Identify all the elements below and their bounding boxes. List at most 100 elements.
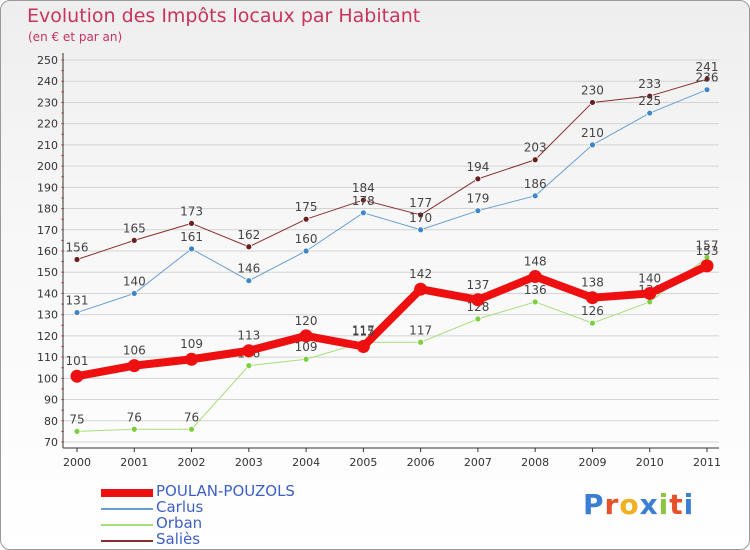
y-tick-label: 90: [44, 394, 58, 407]
series-line-carlus: [76, 89, 708, 314]
y-tick-label: 190: [37, 181, 58, 194]
data-point-carlus: [302, 247, 310, 255]
logo-letter: i: [658, 488, 670, 521]
data-label-poulan-pouzols: 115: [352, 325, 375, 339]
data-label-sali-s: 156: [66, 240, 89, 254]
data-label-sali-s: 175: [295, 200, 318, 214]
data-label-orban: 117: [352, 323, 375, 337]
data-point-carlus: [245, 277, 253, 285]
data-label-carlus: 161: [180, 230, 203, 244]
data-point-sali-s: [417, 211, 425, 219]
legend-swatch-salies: [101, 540, 153, 542]
data-label-carlus: 179: [466, 192, 489, 206]
data-label-poulan-pouzols: 113: [237, 329, 260, 343]
data-point-carlus: [73, 309, 81, 316]
y-tick-label: 140: [37, 287, 58, 300]
y-tick-label: 170: [37, 224, 58, 237]
data-label-carlus: 160: [295, 232, 318, 246]
legend-swatch-poulan-pouzols: [101, 489, 153, 497]
data-point-poulan-pouzols: [242, 344, 256, 358]
logo-letter: x: [639, 488, 659, 521]
data-point-sali-s: [73, 256, 81, 263]
data-label-carlus: 225: [638, 94, 661, 108]
legend-item-poulan-pouzols: POULAN-POUZOLS: [101, 482, 361, 500]
logo-letter: P: [583, 488, 605, 521]
x-tick-label: 2004: [292, 456, 320, 469]
data-point-carlus: [531, 192, 539, 200]
legend-item-salies: Saliès: [101, 530, 361, 548]
data-label-poulan-pouzols: 153: [696, 244, 719, 258]
series-line-poulan-pouzols: [73, 261, 711, 381]
data-label-orban: 76: [127, 410, 142, 424]
data-label-orban: 109: [295, 340, 318, 354]
data-point-orban: [188, 425, 195, 433]
y-tick-label: 240: [37, 75, 58, 88]
data-point-sali-s: [245, 243, 253, 251]
data-label-orban: 157: [696, 238, 719, 252]
data-point-poulan-pouzols: [185, 352, 199, 366]
y-tick-label: 80: [44, 415, 58, 428]
legend-swatch-carlus: [101, 508, 153, 510]
logo-letter: t: [669, 488, 684, 521]
x-tick-label: 2010: [636, 456, 664, 469]
y-tick-label: 230: [37, 96, 58, 109]
data-label-sali-s: 233: [638, 77, 661, 91]
y-tick-label: 120: [37, 330, 58, 343]
legend-item-orban: Orban: [101, 514, 361, 532]
logo-letter: r: [604, 488, 620, 521]
data-point-orban: [417, 338, 425, 346]
data-label-orban: 128: [466, 300, 489, 314]
x-tick-label: 2006: [407, 456, 435, 469]
y-tick-label: 70: [44, 436, 58, 449]
legend-label-orban: Orban: [156, 514, 203, 532]
data-label-poulan-pouzols: 137: [466, 278, 489, 292]
data-point-orban: [130, 425, 138, 433]
data-label-sali-s: 203: [524, 141, 547, 155]
data-label-orban: 75: [69, 412, 84, 426]
series-line-orban: [76, 256, 708, 432]
y-tick-label: 220: [37, 118, 58, 131]
data-label-poulan-pouzols: 142: [409, 267, 432, 281]
data-point-poulan-pouzols: [414, 282, 428, 296]
data-point-poulan-pouzols: [299, 329, 313, 343]
legend-swatch-orban: [101, 524, 153, 526]
data-label-poulan-pouzols: 140: [638, 271, 661, 285]
data-point-orban: [531, 298, 539, 306]
data-label-carlus: 140: [123, 274, 146, 288]
data-point-orban: [474, 315, 482, 323]
y-tick-label: 110: [37, 351, 58, 364]
data-point-carlus: [589, 141, 596, 149]
legend-label-salies: Saliès: [156, 530, 201, 548]
data-point-orban: [302, 355, 310, 363]
data-point-carlus: [474, 207, 482, 215]
data-label-carlus: 210: [581, 126, 604, 140]
data-label-poulan-pouzols: 101: [66, 354, 89, 368]
data-label-orban: 126: [581, 304, 604, 318]
data-label-sali-s: 241: [696, 60, 719, 74]
data-label-carlus: 131: [66, 294, 89, 308]
data-point-sali-s: [130, 236, 138, 244]
data-point-poulan-pouzols: [127, 359, 141, 373]
x-tick-label: 2005: [349, 456, 377, 469]
data-label-poulan-pouzols: 109: [180, 337, 203, 351]
data-point-poulan-pouzols: [356, 340, 370, 353]
chart-title: Evolution des Impôts locaux par Habitant: [27, 5, 421, 27]
x-tick-label: 2001: [120, 456, 148, 469]
data-label-carlus: 236: [696, 71, 719, 85]
logo-letter: o: [619, 488, 640, 521]
data-label-sali-s: 162: [237, 228, 260, 242]
data-label-orban: 136: [524, 283, 547, 297]
y-tick-label: 130: [37, 309, 58, 322]
y-tick-label: 250: [37, 54, 58, 67]
data-label-sali-s: 230: [581, 83, 604, 97]
proxiti-logo: Proxiti: [583, 488, 694, 521]
data-label-carlus: 178: [352, 194, 375, 208]
data-point-poulan-pouzols: [643, 286, 657, 300]
data-label-orban: 117: [409, 323, 432, 337]
data-label-carlus: 170: [409, 211, 432, 225]
x-tick-label: 2000: [63, 456, 91, 469]
data-point-poulan-pouzols: [528, 269, 542, 283]
legend-label-poulan-pouzols: POULAN-POUZOLS: [156, 482, 295, 500]
